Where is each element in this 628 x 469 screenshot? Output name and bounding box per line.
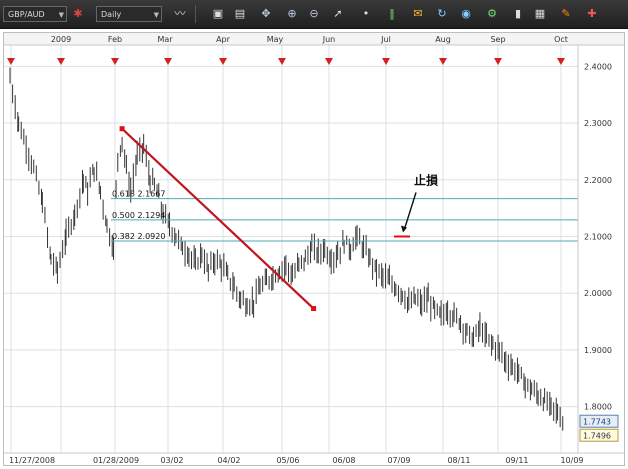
price-axis-label: 2.1000 — [584, 232, 612, 241]
chart-panel[interactable]: 2009 Feb Mar Apr May Jun Jul Aug Sep Oct 0.618 2.… — [3, 32, 625, 466]
event-marker-icon — [278, 58, 286, 65]
top-axis-band — [4, 33, 624, 45]
trendline-line — [121, 127, 315, 310]
top-axis-label: Oct — [554, 35, 568, 44]
trendline-start-handle — [119, 126, 125, 132]
comment-icon[interactable]: ✉ — [413, 7, 423, 20]
date-axis-label: 04/02 — [217, 456, 240, 465]
date-axis-label: 08/11 — [447, 456, 470, 465]
date-axis-label: 05/06 — [276, 456, 299, 465]
event-marker-icon — [325, 58, 333, 65]
price-axis-label: 2.2000 — [584, 176, 612, 185]
tools-icon[interactable]: ✚ — [587, 7, 597, 20]
top-axis-label: Apr — [216, 35, 231, 44]
grid — [4, 45, 578, 453]
date-axis-label: 10/09 — [560, 456, 583, 465]
symbol-select[interactable]: GBP/AUD ▼ — [3, 6, 67, 22]
price-tag-label: 1.7496 — [583, 432, 611, 441]
date-axis-label: 01/28/2009 — [93, 456, 139, 465]
fib-level-label: 0.500 2.1294 — [112, 211, 165, 220]
date-axis-label: 06/08 — [332, 456, 355, 465]
chart-type-icon[interactable]: 〰 — [174, 7, 186, 20]
chart-toolbar: GBP/AUD ▼ ✱ Daily ▼ 〰 ▣ ▤ ✥ ⊕ ⊖ ➚ • ‖ ✉ … — [0, 0, 628, 29]
price-axis-label: 2.0000 — [584, 289, 612, 298]
chart-settings-icon[interactable]: ⚙ — [487, 7, 497, 20]
stop-loss-arrow — [403, 192, 417, 231]
timeframe-select-value: Daily — [101, 10, 122, 19]
price-bars — [9, 67, 564, 431]
cursor-icon[interactable]: ➚ — [333, 7, 343, 20]
price-tag — [579, 428, 619, 442]
price-axis-label: 1.9000 — [584, 346, 612, 355]
event-marker-icon — [57, 58, 65, 65]
zoom-out-icon[interactable]: ⊖ — [309, 7, 319, 20]
fib-level-label: 0.382 2.0920 — [112, 232, 165, 241]
indicator-icon[interactable]: ▣ — [212, 7, 224, 20]
crosshair-icon[interactable]: ✥ — [261, 7, 271, 20]
top-axis-label: Sep — [490, 35, 505, 44]
timeframe-select[interactable]: Daily ▼ — [96, 6, 162, 22]
date-axis-label: 09/11 — [505, 456, 528, 465]
trendline[interactable] — [119, 126, 317, 312]
zoom-in-icon[interactable]: ⊕ — [287, 7, 297, 20]
layout-icon[interactable]: ▦ — [534, 7, 546, 20]
event-marker-icon — [439, 58, 447, 65]
price-axis-label: 1.8000 — [584, 403, 612, 412]
top-axis-label: Jul — [380, 35, 391, 44]
price-tag — [579, 414, 619, 428]
symbol-settings-icon[interactable]: ✱ — [73, 7, 83, 20]
top-axis-label: May — [267, 35, 284, 44]
event-marker-icon — [219, 58, 227, 65]
fullscreen-icon[interactable]: ▮ — [514, 7, 522, 20]
symbol-select-value: GBP/AUD — [8, 10, 45, 19]
date-axis-label: 07/09 — [387, 456, 410, 465]
event-marker-icon — [164, 58, 172, 65]
study-icon[interactable]: ▤ — [234, 7, 246, 20]
stop-loss-label: 止損 — [414, 172, 439, 187]
event-marker-icon — [557, 58, 565, 65]
chevron-down-icon: ▼ — [153, 11, 159, 19]
pencil-icon[interactable]: ✎ — [561, 7, 571, 20]
date-axis-label: 03/02 — [160, 456, 183, 465]
price-tag-label: 1.7743 — [583, 418, 611, 427]
top-axis-label: Aug — [435, 35, 451, 44]
fib-level-label: 0.618 2.1667 — [112, 190, 165, 199]
fibonacci-levels[interactable]: 0.618 2.1667 0.500 2.1294 0.382 2.0920 — [111, 190, 578, 242]
arrow-head-icon — [401, 225, 407, 233]
event-marker-icon — [494, 58, 502, 65]
top-axis-label: Jun — [322, 35, 336, 44]
event-marker-icon — [111, 58, 119, 65]
bar-tool-icon[interactable]: ‖ — [389, 7, 395, 20]
price-chart[interactable]: 2009 Feb Mar Apr May Jun Jul Aug Sep Oct 0.618 2.… — [4, 33, 624, 465]
price-axis-label: 2.4000 — [584, 62, 612, 71]
top-axis-label: Feb — [108, 35, 122, 44]
globe-icon[interactable]: ◉ — [461, 7, 471, 20]
price-axis: 2.4000 2.3000 2.2000 2.1000 2.0000 1.9000 1.80… — [577, 45, 619, 453]
trendline-end-handle — [311, 306, 317, 312]
event-marker-icon — [7, 58, 15, 65]
top-axis: 2009 Feb Mar Apr May Jun Jul Aug Sep Oct — [4, 33, 624, 65]
stop-loss-marker[interactable]: 止損 — [394, 172, 439, 238]
dot-icon[interactable]: • — [362, 7, 370, 20]
chevron-down-icon: ▼ — [58, 11, 64, 19]
refresh-icon[interactable]: ↻ — [437, 7, 447, 20]
toolbar-separator — [195, 5, 196, 23]
top-axis-label: Mar — [157, 35, 173, 44]
date-axis-label: 11/27/2008 — [9, 456, 55, 465]
event-marker-icon — [382, 58, 390, 65]
top-axis-label: 2009 — [51, 35, 71, 44]
price-axis-label: 2.3000 — [584, 119, 612, 128]
date-axis: 11/27/2008 01/28/2009 03/02 04/02 05/06 06/08… — [4, 452, 624, 465]
